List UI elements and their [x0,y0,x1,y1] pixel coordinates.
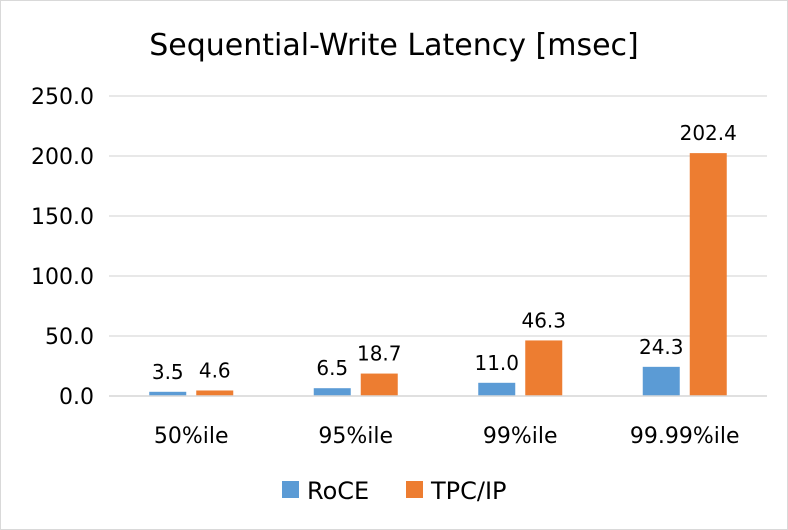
legend-swatch [282,481,299,498]
legend-label: RoCE [307,477,369,505]
x-tick-label: 99.99%ile [630,424,740,449]
x-tick-label: 95%ile [318,424,393,449]
bar-tpc-ip-0 [196,390,234,396]
y-axis: 0.0 50.0 100.0 150.0 200.0 250.0 [31,85,94,410]
y-tick-label: 150.0 [31,205,94,230]
data-label: 4.6 [199,358,231,382]
data-label: 46.3 [521,308,566,332]
x-axis: 50%ile 95%ile 99%ile 99.99%ile [109,395,767,449]
y-tick-label: 0.0 [59,385,94,410]
y-tick-label: 100.0 [31,265,94,290]
x-tick-label: 50%ile [154,424,229,449]
legend-swatch [406,481,423,498]
data-label: 18.7 [357,342,402,366]
data-label: 6.5 [316,356,348,380]
bar-tpc-ip-1 [360,373,398,396]
y-tick-label: 50.0 [45,325,94,350]
data-label: 11.0 [474,351,519,375]
legend-label: TPC/IP [430,477,507,505]
bar-roce-1 [313,388,351,396]
x-tick-label: 99%ile [483,424,558,449]
y-tick-label: 250.0 [31,85,94,110]
y-tick-label: 200.0 [31,145,94,170]
bars [149,153,727,396]
data-label: 202.4 [680,121,737,145]
data-labels: 3.5 4.6 6.5 18.7 11.046.3 24.3 202.4 [152,121,737,384]
legend: RoCE TPC/IP [282,477,507,505]
chart-title: Sequential-Write Latency [msec] [149,28,639,63]
bar-tpc-ip-3 [689,153,727,396]
bar-roce-3 [642,366,680,396]
data-label: 24.3 [639,335,684,359]
bar-roce-2 [478,382,516,396]
data-label: 3.5 [152,360,184,384]
bar-roce-0 [149,391,187,396]
bar-tpc-ip-2 [525,340,563,396]
